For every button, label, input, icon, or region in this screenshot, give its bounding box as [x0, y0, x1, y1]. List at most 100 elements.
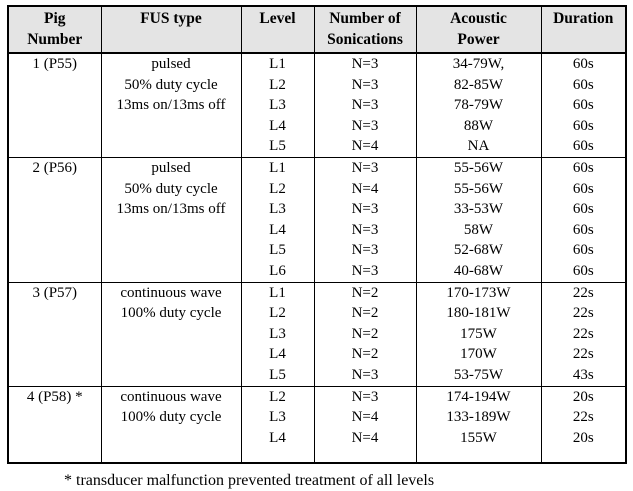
table-row: L6 N=3 40-68W 60s [8, 260, 627, 283]
table-row: L5 N=3 52-68W 60s [8, 240, 627, 261]
fus-type-cell: pulsed 50% duty cycle 13ms on/13ms off [100, 52, 242, 158]
sonications-cell: N=4 [313, 407, 417, 428]
empty-cell [415, 448, 542, 464]
table-row: L4 N=3 88W 60s [8, 115, 627, 137]
sonications-cell: N=3 [313, 115, 417, 137]
pig-number-cell: 3 (P57) [7, 281, 102, 386]
table-row: L5 N=3 53-75W 43s [8, 364, 627, 386]
sonications-cell: N=2 [313, 323, 417, 345]
acoustic-power-cell: 82-85W [415, 74, 542, 96]
fus-type-line: pulsed [151, 56, 191, 72]
table-row: L2 N=2 180-181W 22s [8, 303, 627, 324]
level-cell: L6 [240, 260, 315, 283]
table-row: L2 N=4 55-56W 60s [8, 178, 627, 200]
pig-number-cell: 2 (P56) [7, 156, 102, 283]
sonications-cell: N=3 [313, 240, 417, 261]
fus-type-line: continuous wave [120, 388, 222, 405]
sonications-cell: N=3 [313, 364, 417, 386]
pig-number-cell: 1 (P55) [7, 52, 102, 158]
acoustic-power-cell: 175W [415, 323, 542, 345]
header-line: Pig [43, 10, 66, 27]
fus-type-line: continuous wave [120, 284, 222, 301]
fus-type-line: 50% duty cycle [124, 76, 218, 93]
acoustic-power-cell: 58W [415, 219, 542, 241]
level-cell: L5 [240, 364, 315, 386]
header-line: FUS type [140, 10, 202, 27]
acoustic-power-cell: NA [415, 136, 542, 158]
duration-cell: 43s [540, 364, 627, 386]
duration-cell: 60s [540, 156, 627, 179]
empty-cell [540, 448, 627, 464]
duration-cell: 20s [540, 385, 627, 408]
acoustic-power-cell: 53-75W [415, 364, 542, 386]
fus-type-line: 13ms on/13ms off [116, 97, 226, 114]
empty-cell [240, 448, 315, 464]
duration-cell: 60s [540, 95, 627, 116]
empty-cell [313, 448, 417, 464]
fus-type-line: 100% duty cycle [120, 409, 222, 426]
duration-cell: 22s [540, 323, 627, 345]
duration-cell: 22s [540, 407, 627, 428]
table-row: L2 N=3 82-85W 60s [8, 74, 627, 96]
level-cell: L2 [240, 178, 315, 200]
header-line: Power [457, 31, 500, 48]
acoustic-power-cell: 34-79W, [415, 52, 542, 75]
level-cell: L4 [240, 344, 315, 365]
sonications-cell: N=2 [313, 344, 417, 365]
acoustic-power-cell: 170W [415, 344, 542, 365]
level-cell: L2 [240, 385, 315, 408]
header-line: Duration [553, 10, 614, 27]
column-header-pig-number: Pig Number [7, 6, 102, 54]
level-cell: L3 [240, 199, 315, 220]
table-footnote: * transducer malfunction prevented treat… [64, 472, 435, 490]
column-header-duration: Duration [540, 6, 627, 54]
acoustic-power-cell: 155W [415, 427, 542, 449]
acoustic-power-cell: 40-68W [415, 260, 542, 283]
table-row [8, 448, 627, 464]
header-line: Level [259, 10, 296, 27]
level-cell: L3 [240, 323, 315, 345]
duration-cell: 60s [540, 260, 627, 283]
level-cell: L2 [240, 74, 315, 96]
level-cell: L1 [240, 156, 315, 179]
acoustic-power-cell: 33-53W [415, 199, 542, 220]
sonications-cell: N=3 [313, 219, 417, 241]
duration-cell: 22s [540, 344, 627, 365]
sonications-cell: N=3 [313, 199, 417, 220]
fus-type-line: 100% duty cycle [120, 305, 222, 322]
table-row: L3 N=3 78-79W 60s [8, 95, 627, 116]
level-cell: L4 [240, 219, 315, 241]
duration-cell: 60s [540, 219, 627, 241]
sonications-cell: N=3 [313, 385, 417, 408]
fus-type-cell: pulsed 50% duty cycle 13ms on/13ms off [100, 156, 242, 283]
table-row: 1 (P55) pulsed 50% duty cycle 13ms on/13… [7, 52, 627, 158]
duration-cell: 22s [540, 281, 627, 304]
fus-type-cell: continuous wave 100% duty cycle [100, 281, 242, 386]
level-cell: L4 [240, 115, 315, 137]
table-row: L3 N=4 133-189W 22s [8, 407, 627, 428]
fus-type-cell: continuous wave 100% duty cycle [100, 385, 242, 464]
duration-cell: 20s [540, 427, 627, 449]
fus-type-line: pulsed [151, 159, 191, 176]
table-row: 4 (P58) * continuous wave 100% duty cycl… [7, 385, 627, 464]
sonications-cell: N=3 [313, 156, 417, 179]
acoustic-power-cell: 88W [415, 115, 542, 137]
table-row: L4 N=3 58W 60s [8, 219, 627, 241]
acoustic-power-cell: 52-68W [415, 240, 542, 261]
table-row: L4 N=4 155W 20s [8, 427, 627, 449]
sonications-cell: N=4 [313, 427, 417, 449]
table-row: L3 N=3 33-53W 60s [8, 199, 627, 220]
acoustic-power-cell: 174-194W [415, 385, 542, 408]
level-cell: L4 [240, 427, 315, 449]
header-row: Pig Number FUS type Level Number of Soni… [7, 6, 627, 54]
sonications-cell: N=3 [313, 95, 417, 116]
header-line: Acoustic [450, 10, 507, 27]
column-header-level: Level [240, 6, 315, 54]
sonications-cell: N=4 [313, 136, 417, 158]
acoustic-power-cell: 180-181W [415, 303, 542, 324]
level-cell: L5 [240, 240, 315, 261]
table-row: 3 (P57) continuous wave 100% duty cycle … [7, 281, 627, 386]
level-cell: L3 [240, 95, 315, 116]
level-cell: L1 [240, 52, 315, 75]
